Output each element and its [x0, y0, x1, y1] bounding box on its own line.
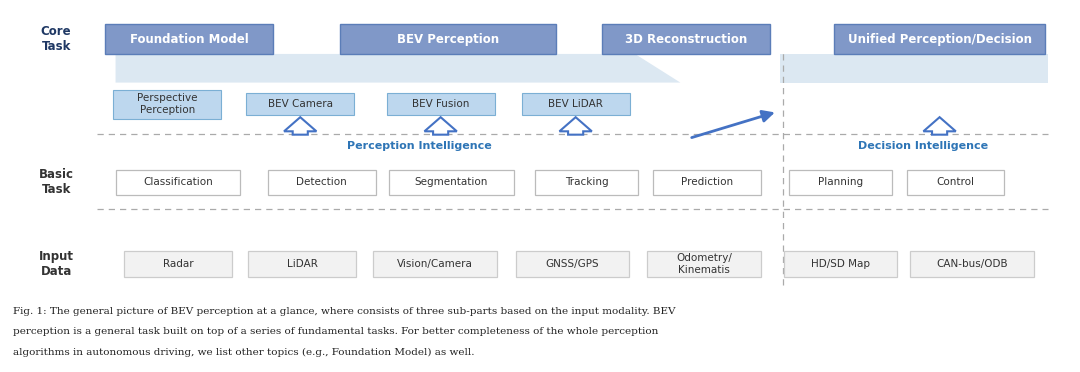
Text: Classification: Classification — [144, 177, 213, 187]
Text: perception is a general task built on top of a series of fundamental tasks. For : perception is a general task built on to… — [13, 327, 659, 336]
Text: Prediction: Prediction — [681, 177, 733, 187]
FancyBboxPatch shape — [340, 24, 556, 54]
Text: Tracking: Tracking — [565, 177, 608, 187]
FancyBboxPatch shape — [105, 24, 272, 54]
Text: Basic
Task: Basic Task — [39, 168, 73, 196]
Text: 3D Reconstruction: 3D Reconstruction — [624, 33, 747, 45]
FancyArrow shape — [559, 117, 592, 135]
Text: Unified Perception/Decision: Unified Perception/Decision — [848, 33, 1031, 45]
FancyBboxPatch shape — [907, 170, 1004, 195]
Text: Core
Task: Core Task — [41, 25, 71, 53]
Text: Control: Control — [936, 177, 975, 187]
Text: Decision Intelligence: Decision Intelligence — [859, 141, 988, 151]
FancyBboxPatch shape — [648, 251, 760, 277]
Polygon shape — [780, 54, 1048, 83]
FancyBboxPatch shape — [653, 170, 761, 195]
FancyBboxPatch shape — [522, 93, 630, 115]
FancyBboxPatch shape — [784, 251, 897, 277]
Text: BEV Fusion: BEV Fusion — [411, 99, 470, 109]
Text: BEV LiDAR: BEV LiDAR — [549, 99, 603, 109]
Text: Foundation Model: Foundation Model — [130, 33, 248, 45]
Text: HD/SD Map: HD/SD Map — [811, 259, 869, 269]
FancyArrow shape — [923, 117, 956, 135]
Text: GNSS/GPS: GNSS/GPS — [545, 259, 599, 269]
FancyBboxPatch shape — [536, 170, 637, 195]
Text: Perspective
Perception: Perspective Perception — [137, 93, 198, 115]
FancyBboxPatch shape — [389, 170, 514, 195]
Text: Vision/Camera: Vision/Camera — [397, 259, 473, 269]
FancyBboxPatch shape — [516, 251, 629, 277]
FancyBboxPatch shape — [909, 251, 1034, 277]
FancyBboxPatch shape — [374, 251, 497, 277]
Text: Fig. 1: The general picture of BEV perception at a glance, where consists of thr: Fig. 1: The general picture of BEV perce… — [13, 307, 675, 316]
Text: Detection: Detection — [297, 177, 347, 187]
Text: Planning: Planning — [818, 177, 863, 187]
Polygon shape — [116, 54, 680, 83]
Text: BEV Perception: BEV Perception — [397, 33, 499, 45]
Text: Perception Intelligence: Perception Intelligence — [347, 141, 491, 151]
Text: CAN-bus/ODB: CAN-bus/ODB — [936, 259, 1008, 269]
Text: LiDAR: LiDAR — [287, 259, 318, 269]
FancyBboxPatch shape — [113, 90, 221, 119]
Text: Input
Data: Input Data — [39, 250, 73, 278]
FancyBboxPatch shape — [246, 93, 354, 115]
FancyBboxPatch shape — [268, 170, 376, 195]
FancyBboxPatch shape — [124, 251, 232, 277]
FancyBboxPatch shape — [603, 24, 769, 54]
FancyBboxPatch shape — [834, 24, 1045, 54]
Text: Odometry/
Kinematis: Odometry/ Kinematis — [676, 253, 732, 275]
Text: Radar: Radar — [163, 259, 193, 269]
Text: Segmentation: Segmentation — [415, 177, 488, 187]
FancyBboxPatch shape — [117, 170, 241, 195]
FancyBboxPatch shape — [387, 93, 495, 115]
FancyBboxPatch shape — [788, 170, 892, 195]
Text: BEV Camera: BEV Camera — [268, 99, 333, 109]
FancyBboxPatch shape — [248, 251, 356, 277]
Text: algorithms in autonomous driving, we list other topics (e.g., Foundation Model) : algorithms in autonomous driving, we lis… — [13, 348, 474, 357]
FancyArrow shape — [424, 117, 457, 135]
FancyArrow shape — [284, 117, 316, 135]
